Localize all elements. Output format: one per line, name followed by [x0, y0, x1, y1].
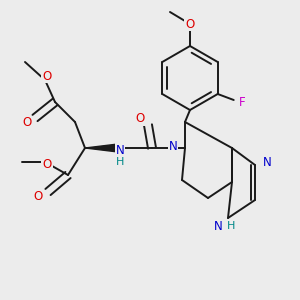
Text: F: F: [238, 95, 245, 109]
Text: N: N: [116, 143, 124, 157]
Text: H: H: [227, 221, 235, 231]
Text: O: O: [42, 70, 52, 83]
Text: O: O: [22, 116, 32, 130]
Polygon shape: [85, 144, 118, 152]
Text: O: O: [33, 190, 43, 203]
Text: H: H: [116, 157, 124, 167]
Text: N: N: [214, 220, 222, 232]
Text: N: N: [262, 157, 272, 169]
Text: O: O: [42, 158, 52, 172]
Text: N: N: [169, 140, 177, 152]
Text: O: O: [185, 17, 195, 31]
Text: O: O: [135, 112, 145, 125]
